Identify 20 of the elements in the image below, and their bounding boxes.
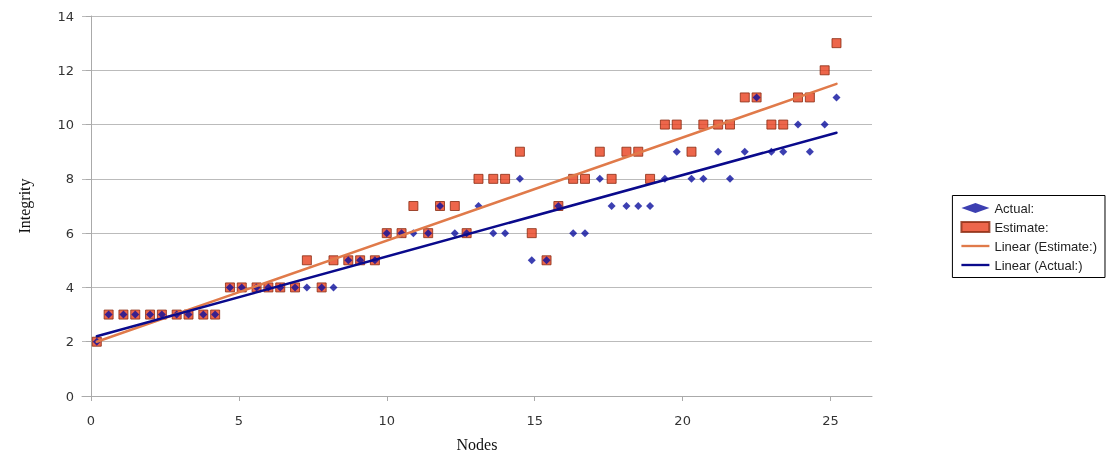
y-axis-title: Integrity (15, 178, 34, 234)
x-axis-title: Nodes (456, 435, 498, 453)
y-tick-label: 0 (65, 388, 74, 404)
x-tick-label: 5 (234, 413, 243, 428)
legend-label: Linear (Estimate:) (994, 238, 1097, 254)
y-tick-label: 8 (65, 171, 74, 187)
x-tick-label: 10 (378, 413, 396, 428)
y-tick-label: 14 (57, 8, 74, 24)
x-tick-label: 15 (526, 413, 543, 428)
y-tick-label: 2 (65, 334, 74, 350)
y-tick-label: 12 (57, 62, 74, 78)
x-tick-label: 20 (674, 413, 691, 428)
y-tick-label: 10 (57, 117, 74, 133)
legend-label: Estimate: (994, 219, 1049, 235)
x-tick-label: 25 (822, 413, 839, 428)
legend-label: Linear (Actual:) (994, 257, 1083, 273)
x-tick-label: 0 (86, 413, 96, 428)
legend-label: Actual: (994, 200, 1035, 216)
y-tick-label: 6 (65, 225, 74, 241)
y-tick-label: 4 (65, 279, 74, 295)
